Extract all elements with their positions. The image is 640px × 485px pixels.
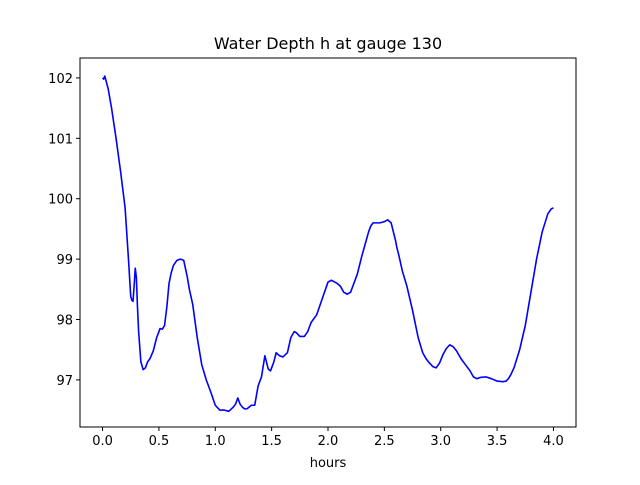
x-tick-label: 2.5 bbox=[374, 434, 395, 449]
axes-frame bbox=[79, 57, 577, 428]
x-tick-label: 1.5 bbox=[261, 434, 282, 449]
y-tick-label: 102 bbox=[48, 72, 73, 87]
y-tick-label: 99 bbox=[56, 253, 73, 268]
x-tick-label: 1.0 bbox=[205, 434, 226, 449]
x-axis-label: hours bbox=[310, 456, 347, 471]
series-line-0 bbox=[101, 75, 554, 413]
chart-title: Water Depth h at gauge 130 bbox=[214, 34, 442, 53]
x-tick-label: 0.0 bbox=[92, 434, 113, 449]
x-tick-label: 3.5 bbox=[487, 434, 508, 449]
y-tick-label: 100 bbox=[48, 193, 73, 208]
x-tick-label: 4.0 bbox=[543, 434, 564, 449]
x-tick-label: 0.5 bbox=[149, 434, 170, 449]
y-tick-label: 98 bbox=[56, 314, 73, 329]
plot-area: 0.0 0.5 1.0 1.5 2.0 2.5 3.0 3.5 4.0 97 98 99 100 101 1… bbox=[48, 72, 564, 449]
y-tick-label: 101 bbox=[48, 132, 73, 147]
y-tick-label: 97 bbox=[56, 374, 73, 389]
x-tick-label: 3.0 bbox=[430, 434, 451, 449]
x-tick-label: 2.0 bbox=[318, 434, 339, 449]
